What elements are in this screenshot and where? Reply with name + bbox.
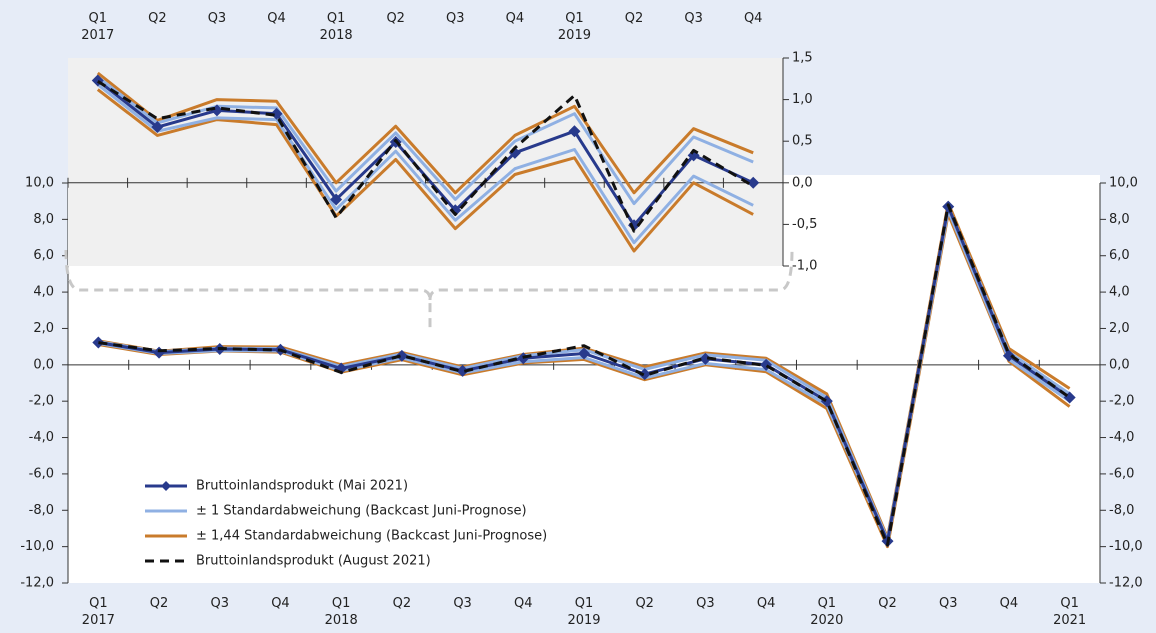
- y-tick-label: 2,0: [33, 321, 54, 336]
- x-tick-label: Q4: [514, 596, 533, 611]
- x-tick-label: Q3: [684, 11, 703, 26]
- y-tick-label: 10,0: [25, 176, 54, 191]
- x-tick-label: Q1 2018: [320, 11, 353, 43]
- y-tick-label: -4,0: [1109, 430, 1134, 445]
- x-tick-label: Q2: [635, 596, 654, 611]
- zoom-connector: [64, 249, 794, 330]
- x-tick-label: Q2: [148, 11, 167, 26]
- marker: [395, 349, 408, 362]
- legend-label: ± 1 Standardabweichung (Backcast Juni-Pr…: [196, 504, 527, 519]
- legend: Bruttoinlandsprodukt (Mai 2021) ± 1 Stand…: [145, 479, 547, 569]
- marker: [151, 121, 164, 134]
- y-tick-label: 10,0: [1109, 176, 1138, 191]
- x-tick-label: Q2: [393, 596, 412, 611]
- x-tick-label: Q2: [625, 11, 644, 26]
- x-tick-label: Q2: [878, 596, 897, 611]
- y-tick-label: -8,0: [29, 503, 54, 518]
- marker: [699, 352, 712, 365]
- x-tick-label: Q4: [506, 11, 525, 26]
- marker: [638, 368, 651, 381]
- y-tick-label: 1,0: [792, 92, 813, 107]
- y-tick-label: 1,5: [792, 51, 813, 66]
- y-tick-label: -2,0: [1109, 394, 1134, 409]
- x-tick-label: Q4: [1000, 596, 1019, 611]
- y-tick-label: 8,0: [33, 212, 54, 227]
- y-tick-label: -6,0: [29, 466, 54, 481]
- marker: [628, 219, 641, 232]
- x-tick-label: Q3: [939, 596, 958, 611]
- main-chart: -12,0 -12,0 -10,0 -10,0 -8,0 -8,0 -6,0 -6,0 -4,0…: [20, 176, 1142, 628]
- y-tick-label: -10,0: [20, 539, 54, 554]
- marker: [747, 176, 760, 189]
- x-tick-label: Q2: [150, 596, 169, 611]
- x-tick-label: Q4: [744, 11, 763, 26]
- x-tick-label: Q4: [757, 596, 776, 611]
- x-tick-label: Q3: [211, 596, 230, 611]
- x-tick-label: Q1 2021: [1053, 596, 1086, 628]
- x-tick-label: Q1 2017: [81, 11, 114, 43]
- x-tick-label: Q2: [386, 11, 405, 26]
- marker: [1002, 349, 1015, 362]
- x-tick-label: Q3: [696, 596, 715, 611]
- marker: [270, 107, 283, 120]
- y-tick-label: -6,0: [1109, 466, 1134, 481]
- y-tick-label: -8,0: [1109, 503, 1134, 518]
- y-tick-label: -2,0: [29, 394, 54, 409]
- marker: [578, 347, 590, 360]
- y-tick-label: 8,0: [1109, 212, 1130, 227]
- marker: [568, 125, 581, 138]
- y-tick-label: 0,0: [33, 357, 54, 372]
- x-tick-label: Q3: [453, 596, 472, 611]
- band-lower: [96, 88, 754, 253]
- x-tick-label: Q4: [271, 596, 290, 611]
- x-tick-label: Q4: [267, 11, 286, 26]
- x-tick-label: Q3: [446, 11, 465, 26]
- y-tick-label: -12,0: [1109, 576, 1143, 591]
- band-lower: [96, 83, 754, 245]
- inset-area: [68, 58, 783, 266]
- marker: [330, 193, 343, 206]
- y-tick-label: 0,0: [1109, 357, 1130, 372]
- legend-label: Bruttoinlandsprodukt (Mai 2021): [196, 479, 408, 494]
- marker: [456, 364, 469, 377]
- band-upper: [96, 71, 754, 195]
- y-tick-label: -4,0: [29, 430, 54, 445]
- x-tick-label: Q1 2020: [810, 596, 843, 628]
- x-tick-label: Q1 2017: [82, 596, 115, 628]
- y-tick-label: -0,5: [792, 217, 817, 232]
- y-tick-label: 4,0: [33, 285, 54, 300]
- y-tick-label: 0,0: [792, 175, 813, 190]
- inset-chart: -1,0 -0,5 0,0 0,5 1,0 1,5 Q1 2017 Q2 Q3 Q4 Q1 2018 Q2…: [67, 11, 817, 274]
- y-tick-label: 4,0: [1109, 285, 1130, 300]
- legend-label: ± 1,44 Standardabweichung (Backcast Juni…: [196, 529, 547, 544]
- y-tick-label: -10,0: [1109, 539, 1143, 554]
- x-tick-label: Q1 2018: [325, 596, 358, 628]
- legend-marker: [161, 481, 171, 491]
- dashed-line: [97, 80, 754, 233]
- y-tick-label: 6,0: [1109, 248, 1130, 263]
- y-tick-label: -12,0: [20, 576, 54, 591]
- x-tick-label: Q3: [208, 11, 227, 26]
- y-tick-label: -1,0: [792, 259, 817, 274]
- y-tick-label: 0,5: [792, 134, 813, 149]
- marker: [92, 336, 105, 349]
- x-tick-label: Q1 2019: [567, 596, 600, 628]
- legend-label: Bruttoinlandsprodukt (August 2021): [196, 554, 431, 569]
- y-tick-label: 2,0: [1109, 321, 1130, 336]
- dashed-line: [98, 203, 1071, 547]
- y-tick-label: 6,0: [33, 248, 54, 263]
- x-tick-label: Q1 2019: [558, 11, 591, 43]
- marker: [449, 204, 462, 217]
